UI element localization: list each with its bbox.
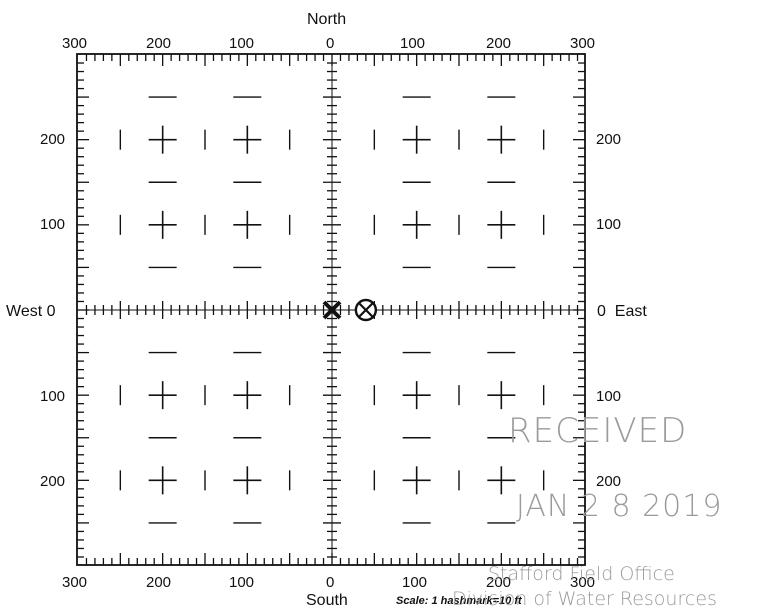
stamp-division: Division of Water Resources bbox=[452, 588, 717, 610]
stamp-office: Stafford Field Office bbox=[488, 563, 675, 585]
top-label-west-100: 100 bbox=[229, 35, 255, 52]
bottom-label-west-300: 300 bbox=[62, 574, 88, 591]
section-plus-mark bbox=[148, 466, 177, 495]
section-plus-mark bbox=[402, 125, 431, 154]
section-plus-mark bbox=[402, 210, 431, 239]
section-plus-mark bbox=[487, 466, 516, 495]
left-label-north-100: 100 bbox=[40, 216, 66, 233]
left-label-south-200: 200 bbox=[40, 473, 66, 490]
bottom-label-east-300: 300 bbox=[570, 574, 596, 591]
bottom-label-east-200: 200 bbox=[486, 574, 512, 591]
section-plus-mark bbox=[148, 381, 177, 410]
west-label: West 0 bbox=[6, 303, 56, 320]
east-label: 0 East bbox=[597, 303, 647, 320]
circled-x-icon bbox=[354, 298, 378, 322]
section-plus-mark bbox=[402, 381, 431, 410]
well-marker-x-icon bbox=[322, 300, 342, 320]
section-plus-mark bbox=[402, 466, 431, 495]
scale-note: Scale: 1 hashmark=10 ft bbox=[396, 595, 522, 607]
stamp-received: RECEIVED bbox=[508, 411, 688, 451]
top-label-west-300: 300 bbox=[62, 35, 88, 52]
section-plus-mark bbox=[233, 466, 262, 495]
top-label-west-200: 200 bbox=[146, 35, 172, 52]
bottom-label-west-100: 100 bbox=[229, 574, 255, 591]
south-label: South bbox=[306, 592, 348, 609]
bottom-label-0: 0 bbox=[326, 574, 335, 591]
section-plus-mark bbox=[487, 210, 516, 239]
section-plus-mark bbox=[233, 125, 262, 154]
right-label-south-200: 200 bbox=[596, 473, 622, 490]
section-plus-mark bbox=[487, 381, 516, 410]
north-label: North bbox=[307, 11, 347, 28]
circled-x-stroke bbox=[358, 302, 374, 318]
section-plus-mark bbox=[148, 125, 177, 154]
section-plus-mark bbox=[233, 381, 262, 410]
section-plus-mark bbox=[487, 125, 516, 154]
bottom-label-east-100: 100 bbox=[402, 574, 428, 591]
right-label-north-200: 200 bbox=[596, 131, 622, 148]
top-label-east-300: 300 bbox=[570, 35, 596, 52]
right-label-south-100: 100 bbox=[596, 388, 622, 405]
right-label-north-100: 100 bbox=[596, 216, 622, 233]
bold-x-stroke bbox=[322, 300, 342, 320]
section-plus-mark bbox=[233, 210, 262, 239]
left-label-north-200: 200 bbox=[40, 131, 66, 148]
section-plus-mark bbox=[148, 210, 177, 239]
top-label-east-100: 100 bbox=[400, 35, 426, 52]
left-label-south-100: 100 bbox=[40, 388, 66, 405]
stamp-date: JAN 2 8 2019 bbox=[516, 489, 723, 524]
top-label-0: 0 bbox=[326, 35, 335, 52]
bottom-label-west-200: 200 bbox=[146, 574, 172, 591]
top-label-east-200: 200 bbox=[486, 35, 512, 52]
